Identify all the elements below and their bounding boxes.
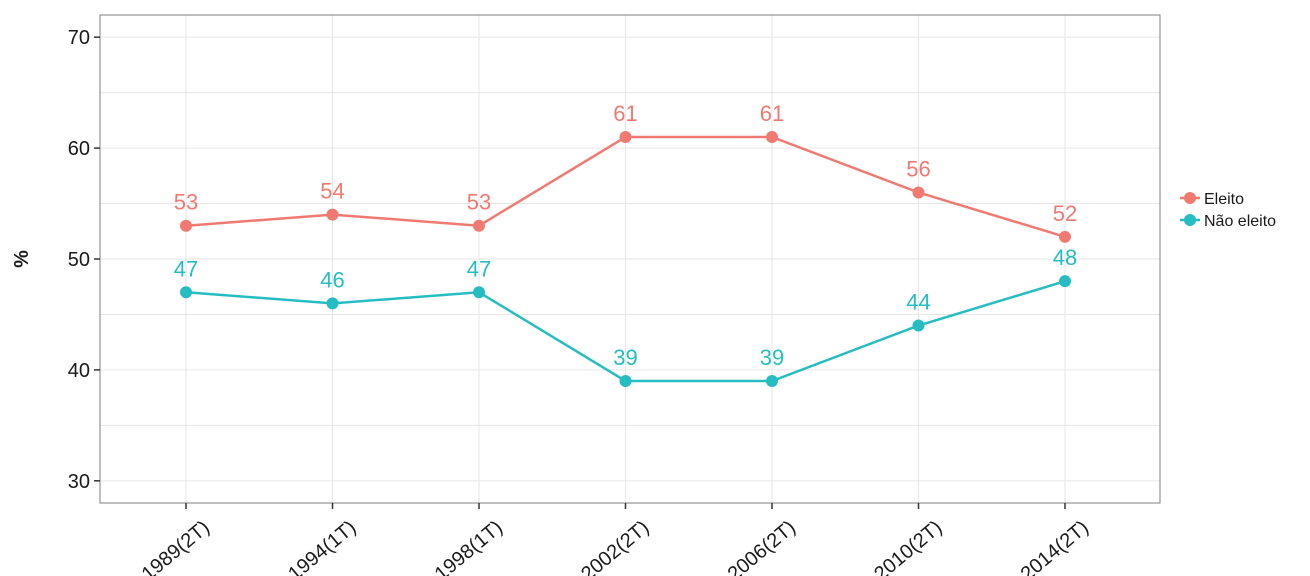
x-tick-label: 1994(1T) — [284, 516, 360, 576]
data-point — [619, 131, 632, 143]
data-label: 56 — [906, 156, 930, 181]
data-label: 44 — [906, 290, 930, 315]
data-label: 48 — [1053, 245, 1077, 270]
data-label: 54 — [320, 179, 344, 204]
data-label: 39 — [760, 345, 784, 370]
data-point — [1059, 275, 1071, 288]
data-point — [766, 131, 778, 143]
x-tick-label: 2002(2T) — [577, 516, 653, 576]
data-point — [912, 319, 925, 332]
data-label: 61 — [760, 101, 784, 126]
data-point — [326, 297, 339, 310]
x-tick-label: 1998(1T) — [431, 516, 507, 576]
legend-key-point — [1184, 192, 1196, 204]
y-tick-label: 50 — [68, 249, 90, 271]
y-axis-title: % — [11, 250, 33, 268]
y-tick-label: 40 — [68, 360, 90, 382]
y-tick-label: 60 — [68, 138, 90, 160]
data-point — [619, 375, 632, 387]
data-point — [326, 208, 339, 221]
grid — [100, 15, 1160, 503]
data-label: 53 — [174, 190, 198, 215]
data-labels: 53 54 53 61 61 56 52 47 46 47 39 39 44 48 — [174, 101, 1077, 370]
data-point — [180, 219, 192, 232]
data-label: 39 — [613, 345, 637, 370]
x-tick-label: 2014(2T) — [1017, 516, 1093, 576]
series — [180, 131, 1071, 387]
data-label: 53 — [467, 190, 491, 215]
data-label: 61 — [613, 101, 637, 126]
data-label: 47 — [467, 256, 491, 281]
x-tick-label: 2010(2T) — [870, 516, 946, 576]
legend-label: Não eleito — [1204, 213, 1276, 230]
data-point — [912, 186, 925, 199]
data-point — [473, 286, 485, 299]
data-point — [1059, 230, 1071, 243]
x-tick-label: 2006(2T) — [724, 516, 800, 576]
x-tick-label: 1989(2T) — [138, 516, 214, 576]
legend: Eleito Não eleito — [1180, 191, 1276, 230]
y-tick-label: 30 — [68, 471, 90, 493]
data-point — [473, 219, 485, 232]
data-label: 52 — [1053, 201, 1077, 226]
data-point — [766, 375, 778, 387]
legend-key-point — [1184, 214, 1196, 226]
y-tick-label: 70 — [68, 27, 90, 49]
data-label: 46 — [320, 267, 344, 292]
legend-label: Eleito — [1204, 191, 1244, 208]
data-point — [180, 286, 192, 299]
data-label: 47 — [174, 256, 198, 281]
